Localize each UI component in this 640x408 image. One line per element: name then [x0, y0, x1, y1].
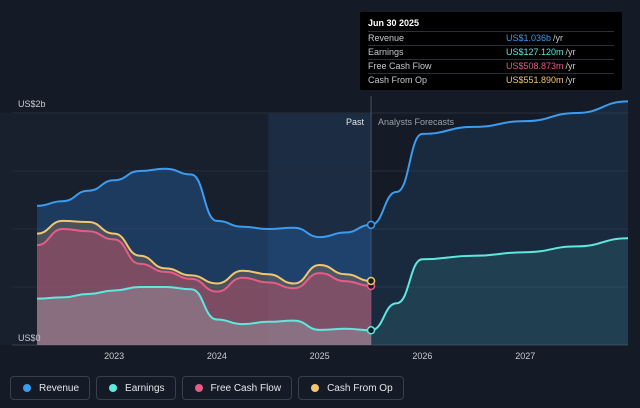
legend-item-cash-from-op[interactable]: Cash From Op: [298, 376, 404, 400]
legend-dot-icon: [194, 384, 203, 392]
tooltip-label: Free Cash Flow: [368, 61, 432, 71]
tooltip-unit: /yr: [565, 61, 576, 71]
x-tick-label: 2027: [515, 351, 535, 361]
cash-from-op-marker: [366, 276, 376, 286]
free-cash-flow-past-area: [37, 229, 371, 345]
revenue-past-line: [36, 167, 372, 239]
tooltip-unit: /yr: [553, 33, 564, 43]
tooltip-row-free-cash-flow: Free Cash Flow US$508.873m /yr: [368, 59, 614, 73]
x-tick-label: 2024: [207, 351, 227, 361]
legend-dot-icon: [109, 384, 118, 392]
legend: Revenue Earnings Free Cash Flow Cash Fro…: [10, 376, 404, 400]
x-tick-label: 2026: [412, 351, 432, 361]
legend-item-earnings[interactable]: Earnings: [96, 376, 176, 400]
earnings-forecast-area: [371, 238, 628, 345]
x-tick-label: 2023: [104, 351, 124, 361]
tooltip-label: Earnings: [368, 47, 404, 57]
cash-from-op-past-area: [37, 220, 371, 345]
y-tick-label: US$2b: [18, 99, 46, 109]
revenue-marker: [366, 220, 376, 230]
earnings-past-line: [36, 286, 372, 332]
tooltip-label: Cash From Op: [368, 75, 428, 85]
tooltip-label: Revenue: [368, 33, 405, 43]
y-tick-label: US$0: [18, 333, 41, 343]
tooltip: Jun 30 2025 Revenue US$1.036b /yr Earnin…: [360, 12, 622, 90]
revenue-forecast-line: [370, 100, 629, 226]
marker-layer: [366, 220, 376, 335]
earnings-past-area: [37, 287, 371, 345]
forecast-label: Analysts Forecasts: [378, 117, 455, 127]
free-cash-flow-past-line: [36, 227, 372, 293]
x-tick-label: 2025: [310, 351, 330, 361]
tooltip-date: Jun 30 2025: [368, 18, 420, 28]
legend-item-revenue[interactable]: Revenue: [10, 376, 91, 400]
label-layer: US$2b US$0 2023 2024 2025 2026 2027 Past Analyst…: [18, 99, 535, 361]
earnings-forecast-line: [370, 237, 629, 332]
legend-dot-icon: [311, 384, 320, 392]
legend-label: Cash From Op: [327, 382, 393, 394]
tooltip-value: US$1.036b: [506, 33, 552, 43]
tooltip-value: US$127.120m: [506, 47, 564, 57]
legend-label: Earnings: [125, 382, 165, 394]
legend-dot-icon: [23, 384, 31, 392]
revenue-forecast-area: [371, 101, 628, 346]
tooltip-row-earnings: Earnings US$127.120m /yr: [368, 45, 614, 59]
tooltip-unit: /yr: [565, 75, 576, 85]
area-layer: [37, 101, 628, 346]
legend-label: Revenue: [39, 382, 80, 394]
revenue-past-area: [37, 168, 371, 345]
line-layer: [36, 100, 629, 332]
tooltip-value: US$508.873m: [506, 61, 564, 71]
legend-item-free-cash-flow[interactable]: Free Cash Flow: [181, 376, 293, 400]
tooltip-value: US$551.890m: [506, 75, 564, 85]
legend-label: Free Cash Flow: [210, 382, 282, 394]
tooltip-row-revenue: Revenue US$1.036b /yr: [368, 31, 614, 45]
tooltip-unit: /yr: [565, 47, 576, 57]
cash-from-op-past-line: [36, 219, 372, 285]
earnings-marker: [366, 326, 376, 335]
past-label: Past: [346, 117, 365, 127]
tooltip-row-cash-from-op: Cash From Op US$551.890m /yr: [368, 73, 614, 87]
